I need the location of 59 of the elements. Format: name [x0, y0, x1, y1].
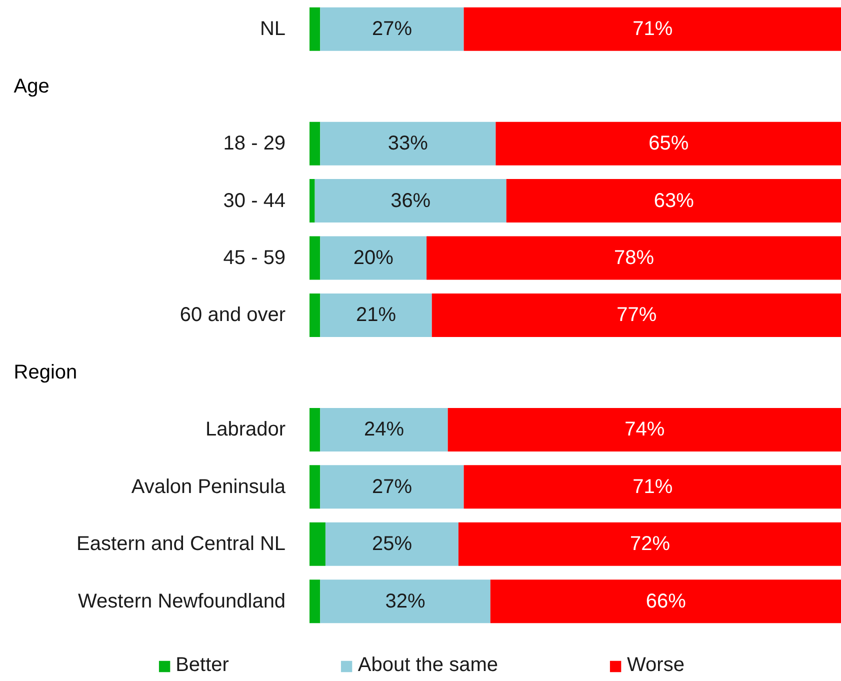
bar: [310, 465, 320, 509]
data-label: 63%: [654, 190, 694, 212]
legend-label: Worse: [627, 654, 684, 677]
bar: [320, 408, 448, 452]
bar: [448, 408, 841, 452]
bar: [320, 236, 427, 280]
bar: [506, 179, 841, 223]
data-label: 24%: [364, 418, 404, 441]
data-label: 72%: [630, 533, 670, 556]
data-label: 32%: [385, 590, 426, 612]
data-label: 20%: [353, 247, 394, 270]
bar: [320, 294, 432, 337]
bar: [310, 522, 326, 566]
bar: [310, 294, 320, 337]
data-label: 77%: [616, 304, 657, 326]
bar: [320, 580, 490, 624]
y-tick-label: 18 - 29: [223, 132, 286, 155]
bar: [320, 7, 464, 51]
text: Region: [14, 361, 78, 384]
bar: [464, 465, 841, 509]
data-label: 78%: [614, 247, 654, 270]
data-label: 74%: [624, 418, 665, 441]
data-label: 71%: [632, 18, 673, 40]
y-tick-label: Avalon Peninsula: [131, 476, 286, 498]
bar: [458, 522, 841, 566]
y-tick-label: 30 - 44: [223, 190, 286, 212]
y-tick-label: 45 - 59: [223, 247, 286, 270]
data-label: 65%: [648, 132, 689, 155]
legend-label: Better: [176, 654, 229, 677]
data-label: 27%: [372, 18, 412, 40]
bar: [464, 7, 841, 51]
bar: [310, 7, 320, 51]
bar: [432, 294, 841, 337]
bar: [314, 179, 506, 223]
y-tick-label: 60 and over: [180, 304, 286, 326]
legend-label: About the same: [358, 654, 498, 677]
y-tick-label: NL: [260, 18, 286, 40]
data-label: 25%: [372, 533, 412, 556]
bar: [310, 179, 315, 223]
bar: [310, 122, 320, 166]
bar: [325, 522, 458, 566]
y-tick-label: Labrador: [206, 418, 286, 441]
bar: [426, 236, 841, 280]
data-label: 33%: [388, 132, 428, 155]
data-label: 71%: [632, 476, 673, 498]
data-label: 27%: [372, 476, 412, 498]
data-label: 36%: [390, 190, 431, 212]
bar: [310, 408, 320, 452]
bar: [310, 580, 320, 624]
y-tick-label: Eastern and Central NL: [76, 533, 286, 556]
data-label: 66%: [646, 590, 686, 612]
bar: [490, 580, 841, 624]
data-label: 21%: [356, 304, 396, 326]
bar: [320, 465, 464, 509]
bar: [320, 122, 496, 166]
bar: [310, 236, 320, 280]
y-tick-label: Western Newfoundland: [78, 590, 286, 612]
bar: [496, 122, 841, 166]
text: Age: [14, 75, 50, 98]
